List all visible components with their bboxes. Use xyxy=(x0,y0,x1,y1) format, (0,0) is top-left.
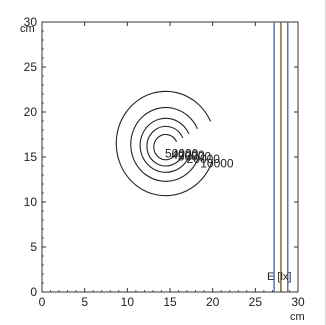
y-tick-label: 15 xyxy=(24,150,38,164)
contour-line xyxy=(130,107,200,182)
contour-label: 30000 xyxy=(178,150,212,164)
x-tick-label: 20 xyxy=(206,295,220,309)
contour-line xyxy=(139,117,191,173)
y-axis: 0 5 10 15 20 25 30 xyxy=(24,15,298,299)
y-tick-label: 20 xyxy=(24,105,38,119)
x-tick-label: 0 xyxy=(39,295,46,309)
y-tick-label: 30 xyxy=(24,15,38,29)
contour-label: 50000 xyxy=(165,146,199,160)
x-tick-label: 15 xyxy=(163,295,177,309)
y-tick-label: 10 xyxy=(24,195,38,209)
contour-label: 40000 xyxy=(171,148,205,162)
contour-label: 20000 xyxy=(187,152,221,166)
contour-line xyxy=(153,133,178,161)
x-axis: 0 5 10 15 20 25 30 xyxy=(39,22,305,309)
x-unit-label: cm xyxy=(290,311,305,323)
edge-lines xyxy=(273,22,289,292)
y-tick-label: 0 xyxy=(30,285,37,299)
contour-label: 10000 xyxy=(200,156,234,170)
contour-line xyxy=(146,125,184,167)
y-unit-label: cm xyxy=(20,23,35,35)
x-tick-label: 25 xyxy=(249,295,263,309)
x-tick-label: 30 xyxy=(291,295,305,309)
y-tick-label: 25 xyxy=(24,60,38,74)
contour-line xyxy=(115,90,213,197)
x-tick-label: 5 xyxy=(81,295,88,309)
x-tick-label: 10 xyxy=(121,295,135,309)
y-tick-label: 5 xyxy=(30,240,37,254)
illuminance-annotation: E [lx] xyxy=(267,271,291,283)
